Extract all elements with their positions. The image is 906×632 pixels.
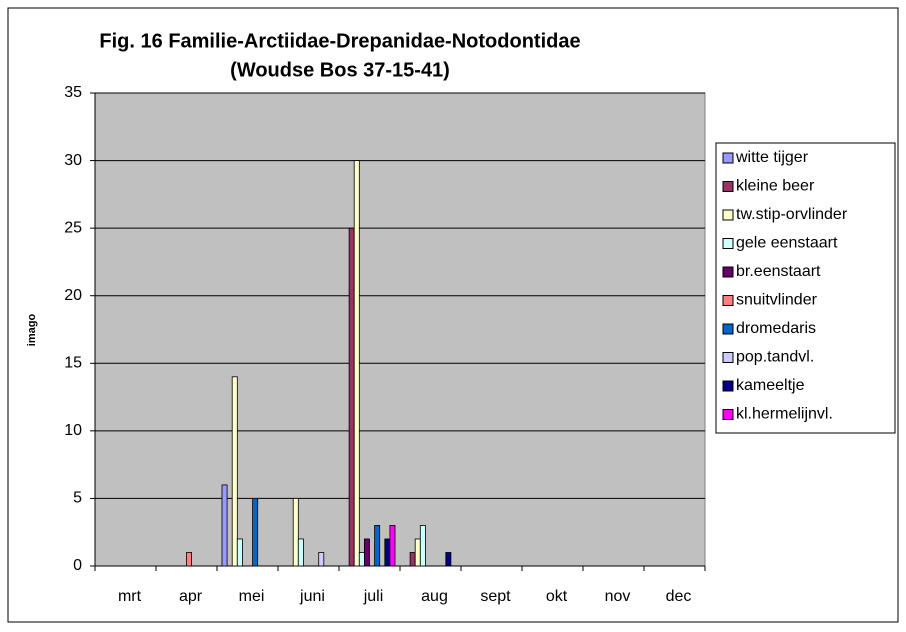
legend-label: kl.hermelijnvl.	[736, 406, 833, 423]
bar	[384, 538, 391, 567]
legend-swatch	[722, 352, 734, 363]
x-tick-label: okt	[546, 588, 568, 605]
chart-title: Fig. 16 Familie-Arctiidae-Drepanidae-Not…	[99, 30, 580, 52]
x-tick-label: juli	[363, 588, 384, 605]
y-tick-label: 30	[64, 152, 82, 169]
legend-label: pop.tandvl.	[736, 349, 814, 366]
x-tick-label: mrt	[118, 588, 142, 605]
legend-swatch	[722, 152, 734, 164]
x-tick-label: sept	[480, 588, 511, 605]
bar	[445, 552, 452, 567]
bar	[414, 538, 421, 567]
bar	[231, 376, 238, 567]
legend-label: gele eenstaart	[736, 235, 838, 252]
x-tick-label: dec	[666, 588, 692, 605]
legend-label: witte tijger	[735, 149, 809, 166]
y-tick-label: 15	[64, 355, 82, 372]
bar	[419, 525, 426, 567]
bar	[236, 538, 243, 567]
legend-swatch	[722, 323, 734, 335]
legend-swatch	[722, 181, 734, 192]
x-tick-label: apr	[179, 588, 203, 605]
bar	[358, 552, 365, 567]
legend-label: dromedaris	[736, 320, 816, 337]
legend-swatch	[722, 409, 734, 420]
legend-label: kleine beer	[736, 178, 815, 195]
legend	[715, 142, 896, 434]
y-tick-label: 0	[73, 557, 82, 574]
y-axis-label: imago	[26, 314, 38, 347]
bar	[252, 498, 259, 567]
bar	[186, 552, 192, 567]
x-tick-label: mei	[239, 588, 265, 605]
bar	[409, 552, 416, 567]
bar	[374, 525, 381, 567]
x-tick-label: aug	[421, 588, 448, 605]
legend-label: br.eenstaart	[736, 263, 821, 280]
plot-area	[94, 92, 706, 567]
bar	[363, 538, 370, 567]
y-tick-label: 10	[64, 422, 82, 439]
chart-subtitle: (Woudse Bos 37-15-41)	[230, 59, 450, 81]
y-tick-label: 25	[64, 219, 82, 236]
legend-swatch	[722, 380, 734, 392]
bar	[348, 227, 355, 567]
bar	[389, 525, 396, 567]
bar	[297, 538, 304, 567]
legend-label: tw.stip-orvlinder	[736, 206, 848, 223]
legend-swatch	[722, 238, 734, 249]
y-tick-label: 35	[64, 84, 82, 101]
bar	[221, 484, 228, 567]
bar	[353, 160, 360, 567]
legend-swatch	[722, 266, 734, 278]
legend-swatch	[722, 209, 734, 221]
legend-label: snuitvlinder	[736, 292, 818, 309]
y-tick-label: 20	[64, 287, 82, 304]
x-tick-label: juni	[299, 588, 325, 605]
x-tick-label: nov	[605, 588, 631, 605]
y-tick-label: 5	[73, 490, 82, 507]
bar	[292, 498, 299, 567]
legend-swatch	[722, 295, 734, 306]
bar	[318, 552, 325, 567]
legend-label: kameeltje	[736, 377, 805, 394]
